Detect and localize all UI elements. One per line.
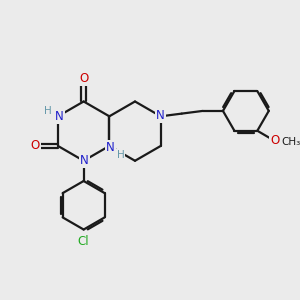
Text: N: N (156, 109, 165, 122)
Text: H: H (44, 106, 52, 116)
Text: O: O (270, 134, 280, 147)
Text: O: O (79, 72, 88, 85)
Text: H: H (117, 150, 124, 160)
Text: O: O (30, 140, 40, 152)
Text: Cl: Cl (78, 235, 89, 248)
Text: CH₃: CH₃ (281, 136, 300, 146)
Text: N: N (55, 110, 64, 123)
Text: N: N (106, 141, 115, 154)
Text: N: N (80, 154, 88, 167)
